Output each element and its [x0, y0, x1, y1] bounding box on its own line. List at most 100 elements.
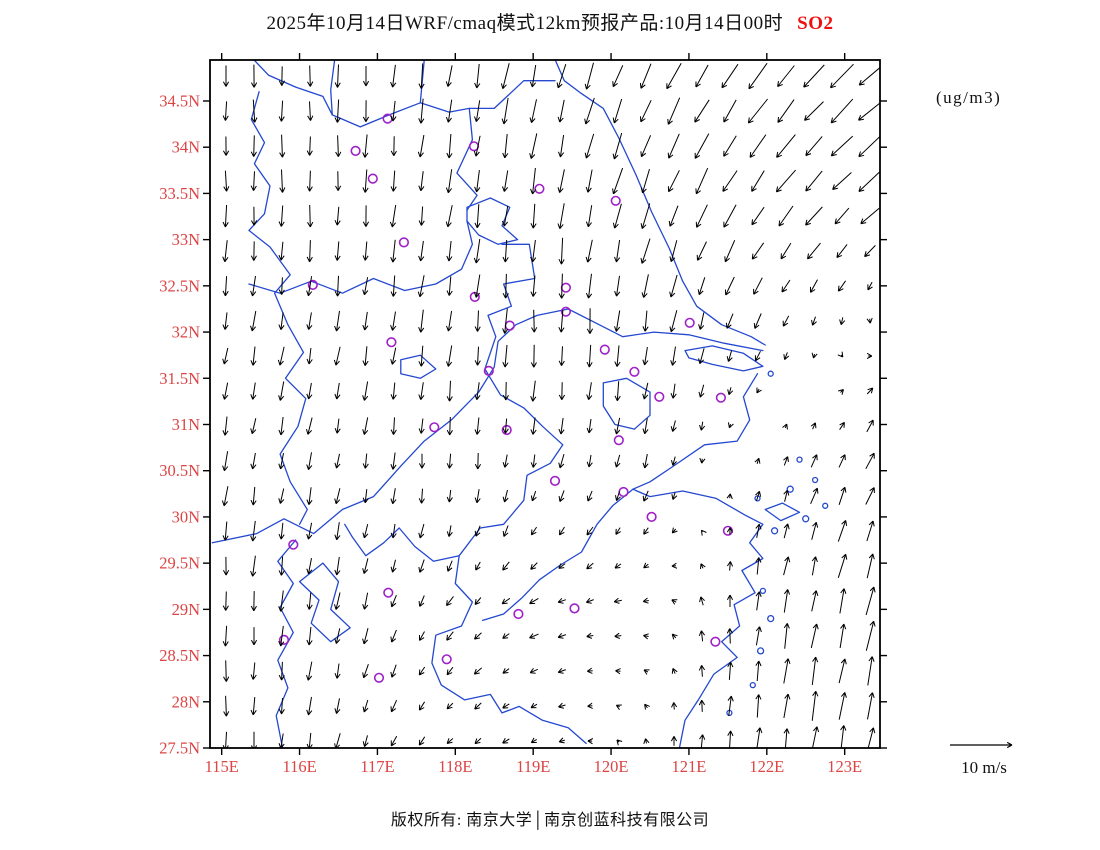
wind-arrow — [642, 418, 649, 435]
wind-arrow — [811, 590, 819, 612]
jiangsu-coastline — [554, 60, 766, 346]
wind-arrow — [250, 275, 257, 297]
wind-arrow — [671, 702, 678, 710]
wind-arrow — [278, 66, 285, 86]
wind-arrow — [362, 100, 370, 122]
wind-arrow — [502, 239, 509, 263]
wind-arrow — [585, 597, 594, 604]
border-spur-2 — [419, 60, 425, 104]
wind-arrow — [812, 726, 820, 748]
wind-arrow — [390, 523, 397, 539]
wind-arrow — [614, 275, 621, 297]
wind-arrow — [726, 527, 733, 535]
wind-arrow — [700, 529, 707, 536]
wind-arrow — [810, 454, 818, 468]
station-marker — [504, 320, 515, 331]
station-marker — [288, 539, 299, 550]
wind-arrow — [726, 493, 733, 500]
wind-arrow — [614, 239, 621, 263]
wind-arrow — [756, 727, 763, 748]
wind-arrow — [778, 205, 794, 227]
border-shandong — [253, 60, 556, 128]
wind-arrow — [755, 591, 762, 611]
plot-frame — [209, 59, 881, 749]
wind-arrow — [334, 99, 341, 123]
wind-arrow — [558, 273, 565, 299]
wind-arrow — [307, 101, 314, 121]
wind-arrow — [777, 65, 795, 87]
station-marker — [534, 183, 545, 194]
wind-arrow — [558, 309, 565, 333]
wind-arrow — [810, 623, 819, 649]
wind-arrow — [783, 728, 790, 748]
station-marker — [715, 392, 727, 403]
wind-arrow — [640, 238, 651, 264]
wind-arrow — [502, 489, 509, 503]
station-marker — [513, 608, 524, 620]
wind-arrow — [334, 382, 341, 400]
wind-arrow — [362, 417, 369, 435]
wind-arrow — [586, 454, 593, 468]
wind-arrow — [614, 632, 622, 639]
wind-arrow — [334, 592, 341, 610]
border-spur-1 — [330, 60, 336, 116]
wind-arrow — [278, 697, 285, 715]
wind-arrow — [614, 454, 621, 468]
wind-arrow — [502, 170, 509, 192]
station-marker — [569, 603, 580, 614]
wind-arrow — [699, 421, 706, 431]
wind-arrow — [418, 736, 426, 746]
wind-arrow — [501, 597, 511, 605]
wind-arrow — [642, 310, 649, 332]
wind-arrow — [643, 738, 650, 744]
wind-arrow — [810, 487, 819, 504]
wind-arrow — [530, 275, 537, 297]
y-axis-label-33.5N: 33.5N — [159, 184, 200, 203]
wind-arrow — [558, 453, 565, 469]
lake-poyang — [298, 562, 351, 643]
wind-arrow — [474, 489, 481, 504]
wind-arrow — [726, 628, 733, 644]
wind-arrow — [418, 666, 426, 676]
wind-arrow — [838, 692, 847, 720]
wind-arrow — [250, 241, 257, 261]
wind-arrow — [811, 656, 819, 685]
wind-arrow — [612, 167, 624, 195]
wind-arrow — [671, 492, 678, 500]
island — [811, 476, 819, 484]
wind-arrow — [278, 590, 285, 612]
wind-arrow — [698, 665, 706, 677]
wind-arrow — [727, 695, 734, 716]
wind-arrow — [222, 276, 229, 297]
y-axis-label-29N: 29N — [172, 600, 201, 619]
wind-arrow — [250, 135, 257, 157]
station-marker — [684, 317, 695, 328]
wind-arrow — [586, 490, 593, 502]
wind-arrow — [640, 99, 652, 123]
wind-arrow — [587, 738, 594, 745]
station-marker — [629, 366, 640, 377]
wind-arrow — [418, 595, 425, 607]
wind-arrow — [223, 695, 230, 717]
wind-arrow — [473, 274, 481, 298]
wind-arrow — [389, 204, 397, 228]
wind-arrow — [474, 346, 481, 366]
wind-arrow — [751, 170, 765, 192]
wind-arrow — [783, 658, 791, 684]
wind-arrow — [834, 207, 850, 225]
wind-arrow — [446, 738, 454, 744]
wind-arrow — [726, 561, 734, 571]
wind-arrow — [530, 702, 538, 709]
wind-arrow — [474, 63, 481, 89]
wind-arrow — [529, 633, 539, 639]
wind-arrow — [390, 559, 397, 573]
wind-arrow — [840, 725, 847, 748]
wind-arrow — [666, 63, 682, 90]
wind-arrow — [306, 696, 313, 716]
wind-arrow — [362, 241, 369, 261]
wind-arrow — [446, 453, 453, 469]
wind-arrow — [830, 135, 854, 157]
wind-arrow — [783, 623, 790, 649]
wind-arrow — [223, 170, 230, 192]
